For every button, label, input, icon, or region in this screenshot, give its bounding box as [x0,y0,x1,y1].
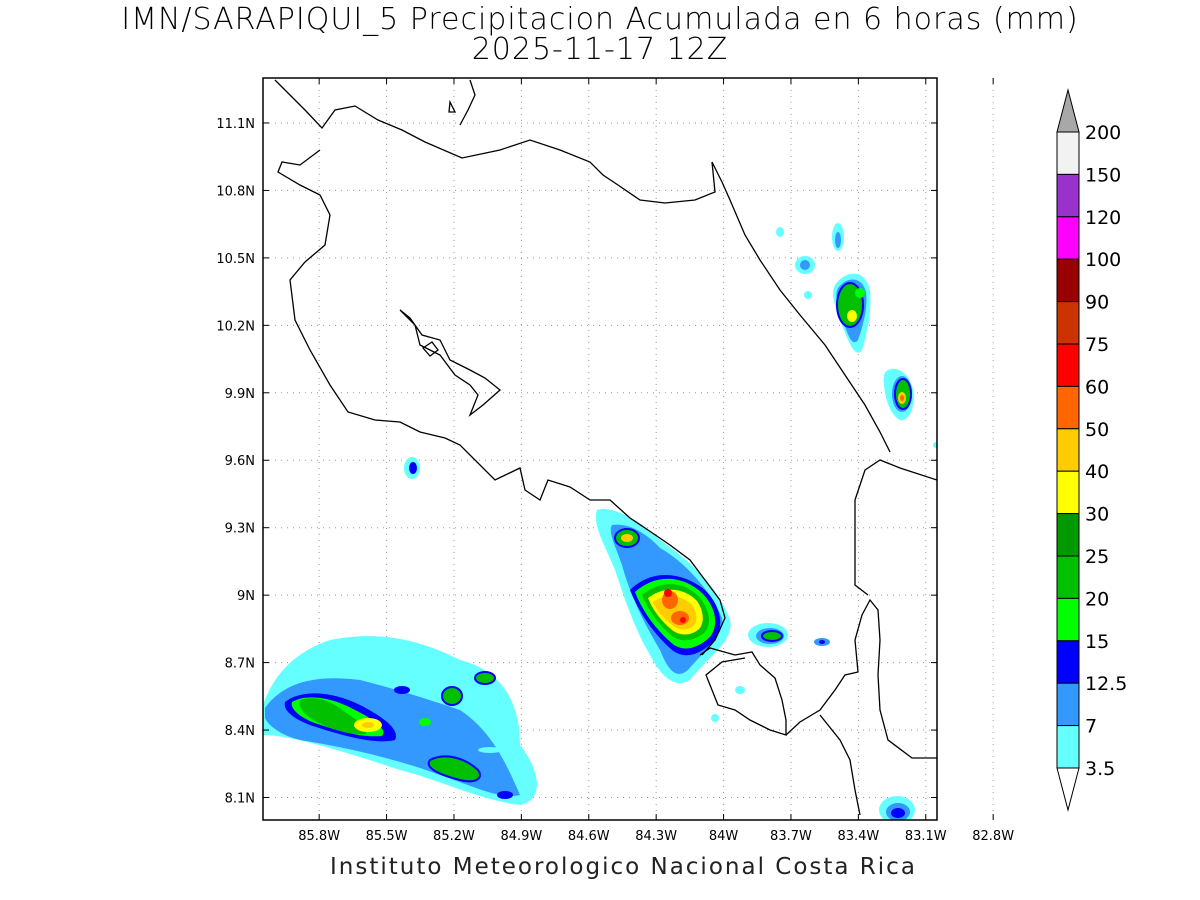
legend-label: 40 [1085,461,1109,483]
legend-swatch [1056,258,1080,303]
lon-tick-label: 84W [709,829,739,844]
legend-label: 25 [1085,546,1109,568]
lon-tick-label: 83.1W [905,829,947,844]
lat-tick-label: 10.2N [216,319,255,334]
lon-tick-label: 84.9W [500,829,542,844]
legend-label: 120 [1085,207,1121,229]
legend-label: 90 [1085,292,1109,314]
legend-swatch [1056,682,1080,727]
legend-swatch [1056,301,1080,345]
legend-label: 30 [1085,504,1109,526]
legend-swatch [1056,597,1080,642]
legend-label: 60 [1085,376,1109,398]
legend-label: 3.5 [1085,758,1115,780]
legend-swatch [1056,640,1080,684]
lat-tick-label: 8.4N [225,724,255,739]
legend-label: 7 [1085,716,1097,738]
lon-tick-label: 83.7W [770,829,812,844]
legend-label: 75 [1085,334,1109,356]
lon-tick-label: 84.3W [635,829,677,844]
lat-tick-label: 10.8N [216,184,255,199]
legend-label: 100 [1085,249,1121,271]
map-datetime: 2025-11-17 12Z [471,32,729,67]
lon-tick-label: 82.8W [972,829,1014,844]
lon-tick-label: 85.2W [433,829,475,844]
legend-label: 20 [1085,588,1109,610]
lat-tick-label: 9.9N [225,387,255,402]
lat-tick-label: 11.1N [216,117,255,132]
legend-swatch [1056,131,1080,175]
lon-tick-label: 84.6W [568,829,610,844]
lat-tick-label: 10.5N [216,252,255,267]
legend-label: 15 [1085,631,1109,653]
rain-cluster-central-pacific [404,457,830,722]
lat-tick-label: 9N [237,589,255,604]
lat-tick-label: 8.7N [225,657,255,672]
rain-cluster-caribbean [776,223,937,820]
legend-swatch [1056,470,1080,515]
lat-tick-label: 8.1N [225,792,255,807]
legend-swatch [1056,385,1080,430]
map-title: IMN/SARAPIQUI_5 Precipitacion Acumulada … [121,2,1079,37]
legend-arrow-top [1056,88,1080,133]
lon-tick-label: 85.5W [366,829,408,844]
legend-swatch [1056,555,1080,599]
legend-label: 200 [1085,122,1121,144]
legend-swatch [1056,216,1080,260]
lat-tick-label: 9.6N [225,454,255,469]
legend-swatch [1056,428,1080,472]
legend-arrow-bottom [1056,767,1080,812]
legend-swatch [1056,725,1080,769]
legend-swatch [1056,513,1080,557]
legend-label: 12.5 [1085,673,1127,695]
credit-text: Instituto Meteorologico Nacional Costa R… [330,854,917,880]
legend-swatch [1056,343,1080,387]
lat-tick-label: 9.3N [225,522,255,537]
lon-tick-label: 83.4W [837,829,879,844]
axis-ticks: 85.8W 85.5W 85.2W 84.9W 84.6W 84.3W 84W 83.7W 83… [216,78,1014,844]
color-legend: 200 150 120 100 90 75 60 50 40 30 25 20 15 12.5 7 3.5 [1056,88,1127,812]
plot-frame [262,77,938,821]
legend-swatch [1056,173,1080,218]
coastlines [274,79,937,816]
lon-tick-label: 85.8W [298,829,340,844]
legend-label: 50 [1085,419,1109,441]
rain-cluster-southwest [263,636,537,805]
precipitation-field [263,223,937,820]
legend-label: 150 [1085,164,1121,186]
